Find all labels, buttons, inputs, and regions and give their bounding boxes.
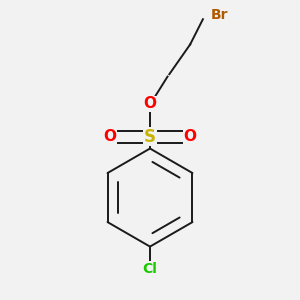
Text: Br: Br	[211, 8, 228, 22]
Text: Cl: Cl	[142, 262, 158, 276]
Text: O: O	[184, 129, 196, 144]
Text: S: S	[144, 128, 156, 146]
Text: O: O	[103, 129, 116, 144]
Text: O: O	[143, 96, 157, 111]
